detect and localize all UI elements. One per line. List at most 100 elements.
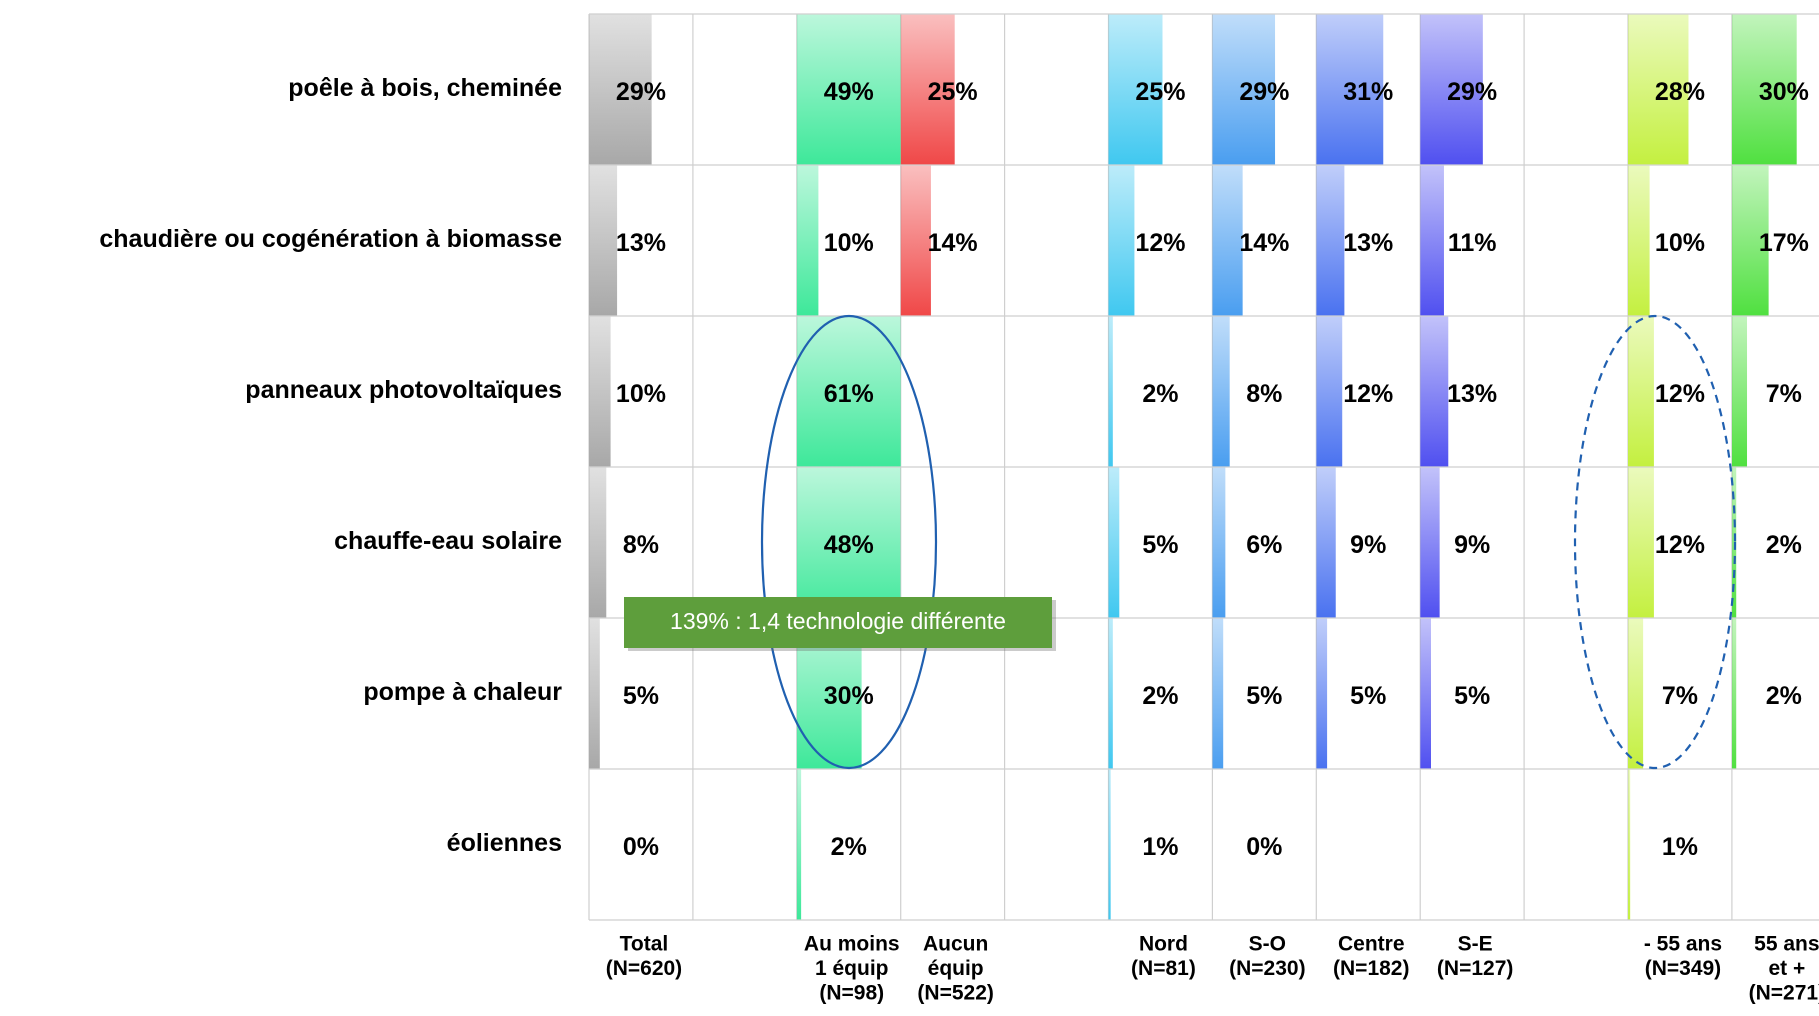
bar [589, 316, 611, 467]
value-label: 31% [1343, 78, 1393, 106]
bar [1628, 467, 1654, 618]
bar [1108, 467, 1120, 618]
column-label: (N=81) [1131, 957, 1196, 980]
bar [1628, 14, 1689, 165]
column-label: Nord [1139, 933, 1188, 956]
value-label: 0% [623, 833, 659, 861]
bar [589, 618, 600, 769]
bar [796, 769, 802, 920]
value-label: 5% [1142, 531, 1178, 559]
column-label: (N=349) [1645, 957, 1721, 980]
value-label: 5% [623, 682, 659, 710]
value-label: 7% [1766, 380, 1802, 408]
bar [796, 14, 901, 165]
bar [900, 165, 931, 316]
bar [1316, 165, 1345, 316]
bar [1731, 618, 1737, 769]
value-label: 6% [1246, 531, 1282, 559]
value-label: 29% [1239, 78, 1289, 106]
value-label: 8% [1246, 380, 1282, 408]
value-label: 2% [1766, 531, 1802, 559]
bar [1420, 467, 1440, 618]
highlight-ellipse-dashed [1573, 314, 1737, 770]
value-label: 5% [1454, 682, 1490, 710]
value-label: 9% [1454, 531, 1490, 559]
value-label: 17% [1759, 229, 1809, 257]
bar [1108, 165, 1135, 316]
bar [1316, 316, 1343, 467]
bar [1316, 467, 1336, 618]
highlight-ellipse [760, 314, 938, 770]
bar [1731, 14, 1797, 165]
column-label: 55 ans [1754, 933, 1819, 956]
column-label: (N=230) [1229, 957, 1305, 980]
bar [1420, 316, 1449, 467]
column-label: Centre [1338, 933, 1405, 956]
value-label: 13% [1343, 229, 1393, 257]
value-label: 11% [1448, 229, 1497, 257]
value-label: 1% [1142, 833, 1178, 861]
bar [1316, 14, 1384, 165]
value-label: 9% [1350, 531, 1386, 559]
bar [1108, 769, 1111, 920]
bar [1108, 14, 1163, 165]
column-label: S-O [1249, 933, 1286, 956]
value-label: 8% [623, 531, 659, 559]
value-label: 25% [928, 78, 978, 106]
bar [1628, 165, 1650, 316]
value-label: 25% [1135, 78, 1185, 106]
column-label: équip [928, 957, 984, 980]
value-label: 29% [1447, 78, 1497, 106]
column-label: (N=522) [917, 982, 993, 1005]
column-label: - 55 ans [1644, 933, 1722, 956]
value-label: 12% [1655, 380, 1705, 408]
bar [1420, 618, 1431, 769]
row-label: chaudière ou cogénération à biomasse [99, 225, 562, 253]
row-label: panneaux photovoltaïques [245, 376, 562, 404]
row-label: poêle à bois, cheminée [288, 74, 562, 102]
bar [796, 165, 819, 316]
value-label: 30% [1759, 78, 1809, 106]
value-label: 10% [824, 229, 874, 257]
bar [589, 14, 652, 165]
value-label: 0% [1246, 833, 1282, 861]
bar [1212, 618, 1224, 769]
bar [1731, 165, 1769, 316]
column-label: (N=620) [606, 957, 682, 980]
bar [796, 467, 901, 618]
bar [1420, 165, 1444, 316]
bar [1108, 618, 1113, 769]
value-label: 7% [1662, 682, 1698, 710]
bar [900, 14, 955, 165]
annotation-box [624, 597, 1052, 648]
value-label: 13% [616, 229, 666, 257]
column-label: (N=127) [1437, 957, 1513, 980]
bar [1731, 316, 1748, 467]
column-label: (N=271) [1749, 982, 1819, 1005]
column-label: Au moins [804, 933, 900, 956]
bar [796, 316, 901, 467]
row-label: pompe à chaleur [363, 678, 562, 706]
bar [1628, 769, 1631, 920]
value-label: 2% [1142, 682, 1178, 710]
bar [589, 165, 618, 316]
bar [1212, 316, 1230, 467]
value-label: 12% [1343, 380, 1393, 408]
bar [589, 467, 607, 618]
value-label: 5% [1350, 682, 1386, 710]
annotation: 139% : 1,4 technologie différente [670, 608, 1006, 634]
value-label: 48% [824, 531, 874, 559]
column-label: et + [1768, 957, 1805, 980]
value-label: 29% [616, 78, 666, 106]
column-label: Aucun [923, 933, 988, 956]
column-label: (N=182) [1333, 957, 1409, 980]
value-label: 2% [1142, 380, 1178, 408]
value-label: 5% [1246, 682, 1282, 710]
value-label: 12% [1135, 229, 1185, 257]
value-label: 49% [824, 78, 874, 106]
value-label: 61% [824, 380, 874, 408]
value-label: 2% [831, 833, 867, 861]
bar [1420, 14, 1483, 165]
value-label: 10% [616, 380, 666, 408]
